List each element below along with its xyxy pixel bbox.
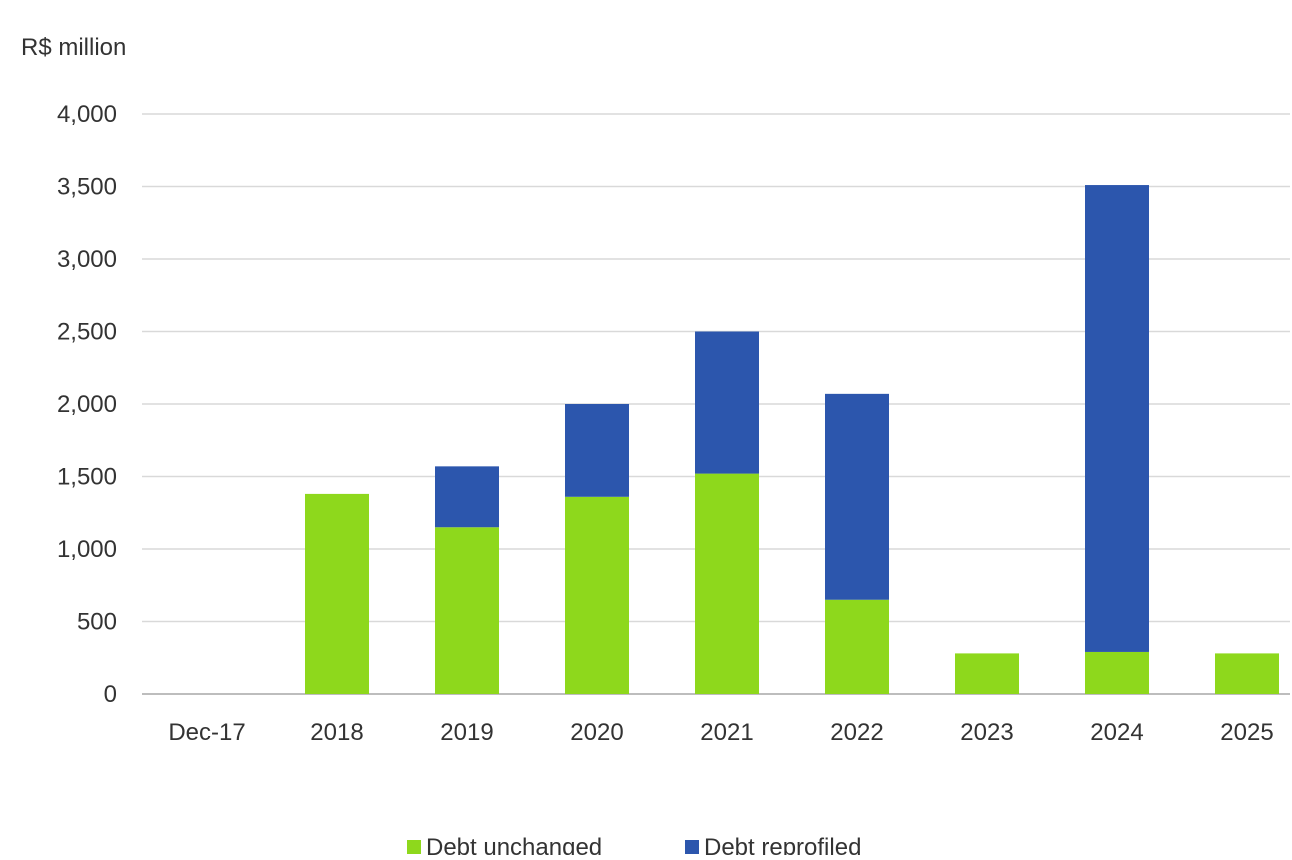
legend: Debt unchanged Debt reprofiled	[407, 834, 861, 860]
bar-debt-unchanged-2023	[955, 653, 1019, 694]
x-tick-label: 2018	[310, 719, 363, 746]
y-tick-label: 3,000	[57, 246, 117, 273]
y-tick-label: 2,000	[57, 391, 117, 418]
bar-debt-unchanged-2024	[1085, 651, 1149, 694]
legend-label: Debt reprofiled	[704, 834, 861, 855]
x-tick-label: 2024	[1090, 719, 1143, 746]
x-tick-labels: Dec-17 2018 2019 2020 2021 2022 2023 2024 2025	[168, 719, 1273, 746]
legend-label: Debt unchanged	[426, 834, 602, 855]
bar-debt-reprofiled-2022	[825, 393, 889, 600]
bar-debt-unchanged-2025	[1215, 653, 1279, 694]
y-tick-label: 1,500	[57, 464, 117, 491]
x-tick-label: 2023	[960, 719, 1013, 746]
y-tick-labels: 0 500 1,000 1,500 2,000 2,500 3,000 3,500 4,000	[57, 101, 117, 708]
bar-debt-reprofiled-2024	[1085, 185, 1149, 652]
y-tick-label: 2,500	[57, 319, 117, 346]
y-tick-label: 500	[77, 609, 117, 636]
bar-debt-unchanged-2019	[435, 527, 499, 694]
y-axis-title: R$ million	[21, 34, 126, 61]
bar-debt-reprofiled-2019	[435, 466, 499, 528]
legend-swatch	[685, 840, 699, 854]
y-tick-label: 0	[104, 681, 117, 708]
bar-debt-unchanged-2021	[695, 473, 759, 694]
x-tick-label: Dec-17	[168, 719, 245, 746]
x-tick-label: 2019	[440, 719, 493, 746]
bars	[305, 185, 1279, 694]
y-tick-label: 3,500	[57, 174, 117, 201]
bar-debt-unchanged-2018	[305, 493, 369, 694]
x-tick-label: 2020	[570, 719, 623, 746]
y-tick-label: 1,000	[57, 536, 117, 563]
bar-debt-reprofiled-2020	[565, 404, 629, 497]
bar-debt-unchanged-2020	[565, 496, 629, 694]
legend-swatch	[407, 840, 421, 854]
x-tick-label: 2025	[1220, 719, 1273, 746]
bar-debt-unchanged-2022	[825, 599, 889, 694]
x-tick-label: 2022	[830, 719, 883, 746]
x-tick-label: 2021	[700, 719, 753, 746]
y-tick-label: 4,000	[57, 101, 117, 128]
bar-debt-reprofiled-2021	[695, 331, 759, 474]
